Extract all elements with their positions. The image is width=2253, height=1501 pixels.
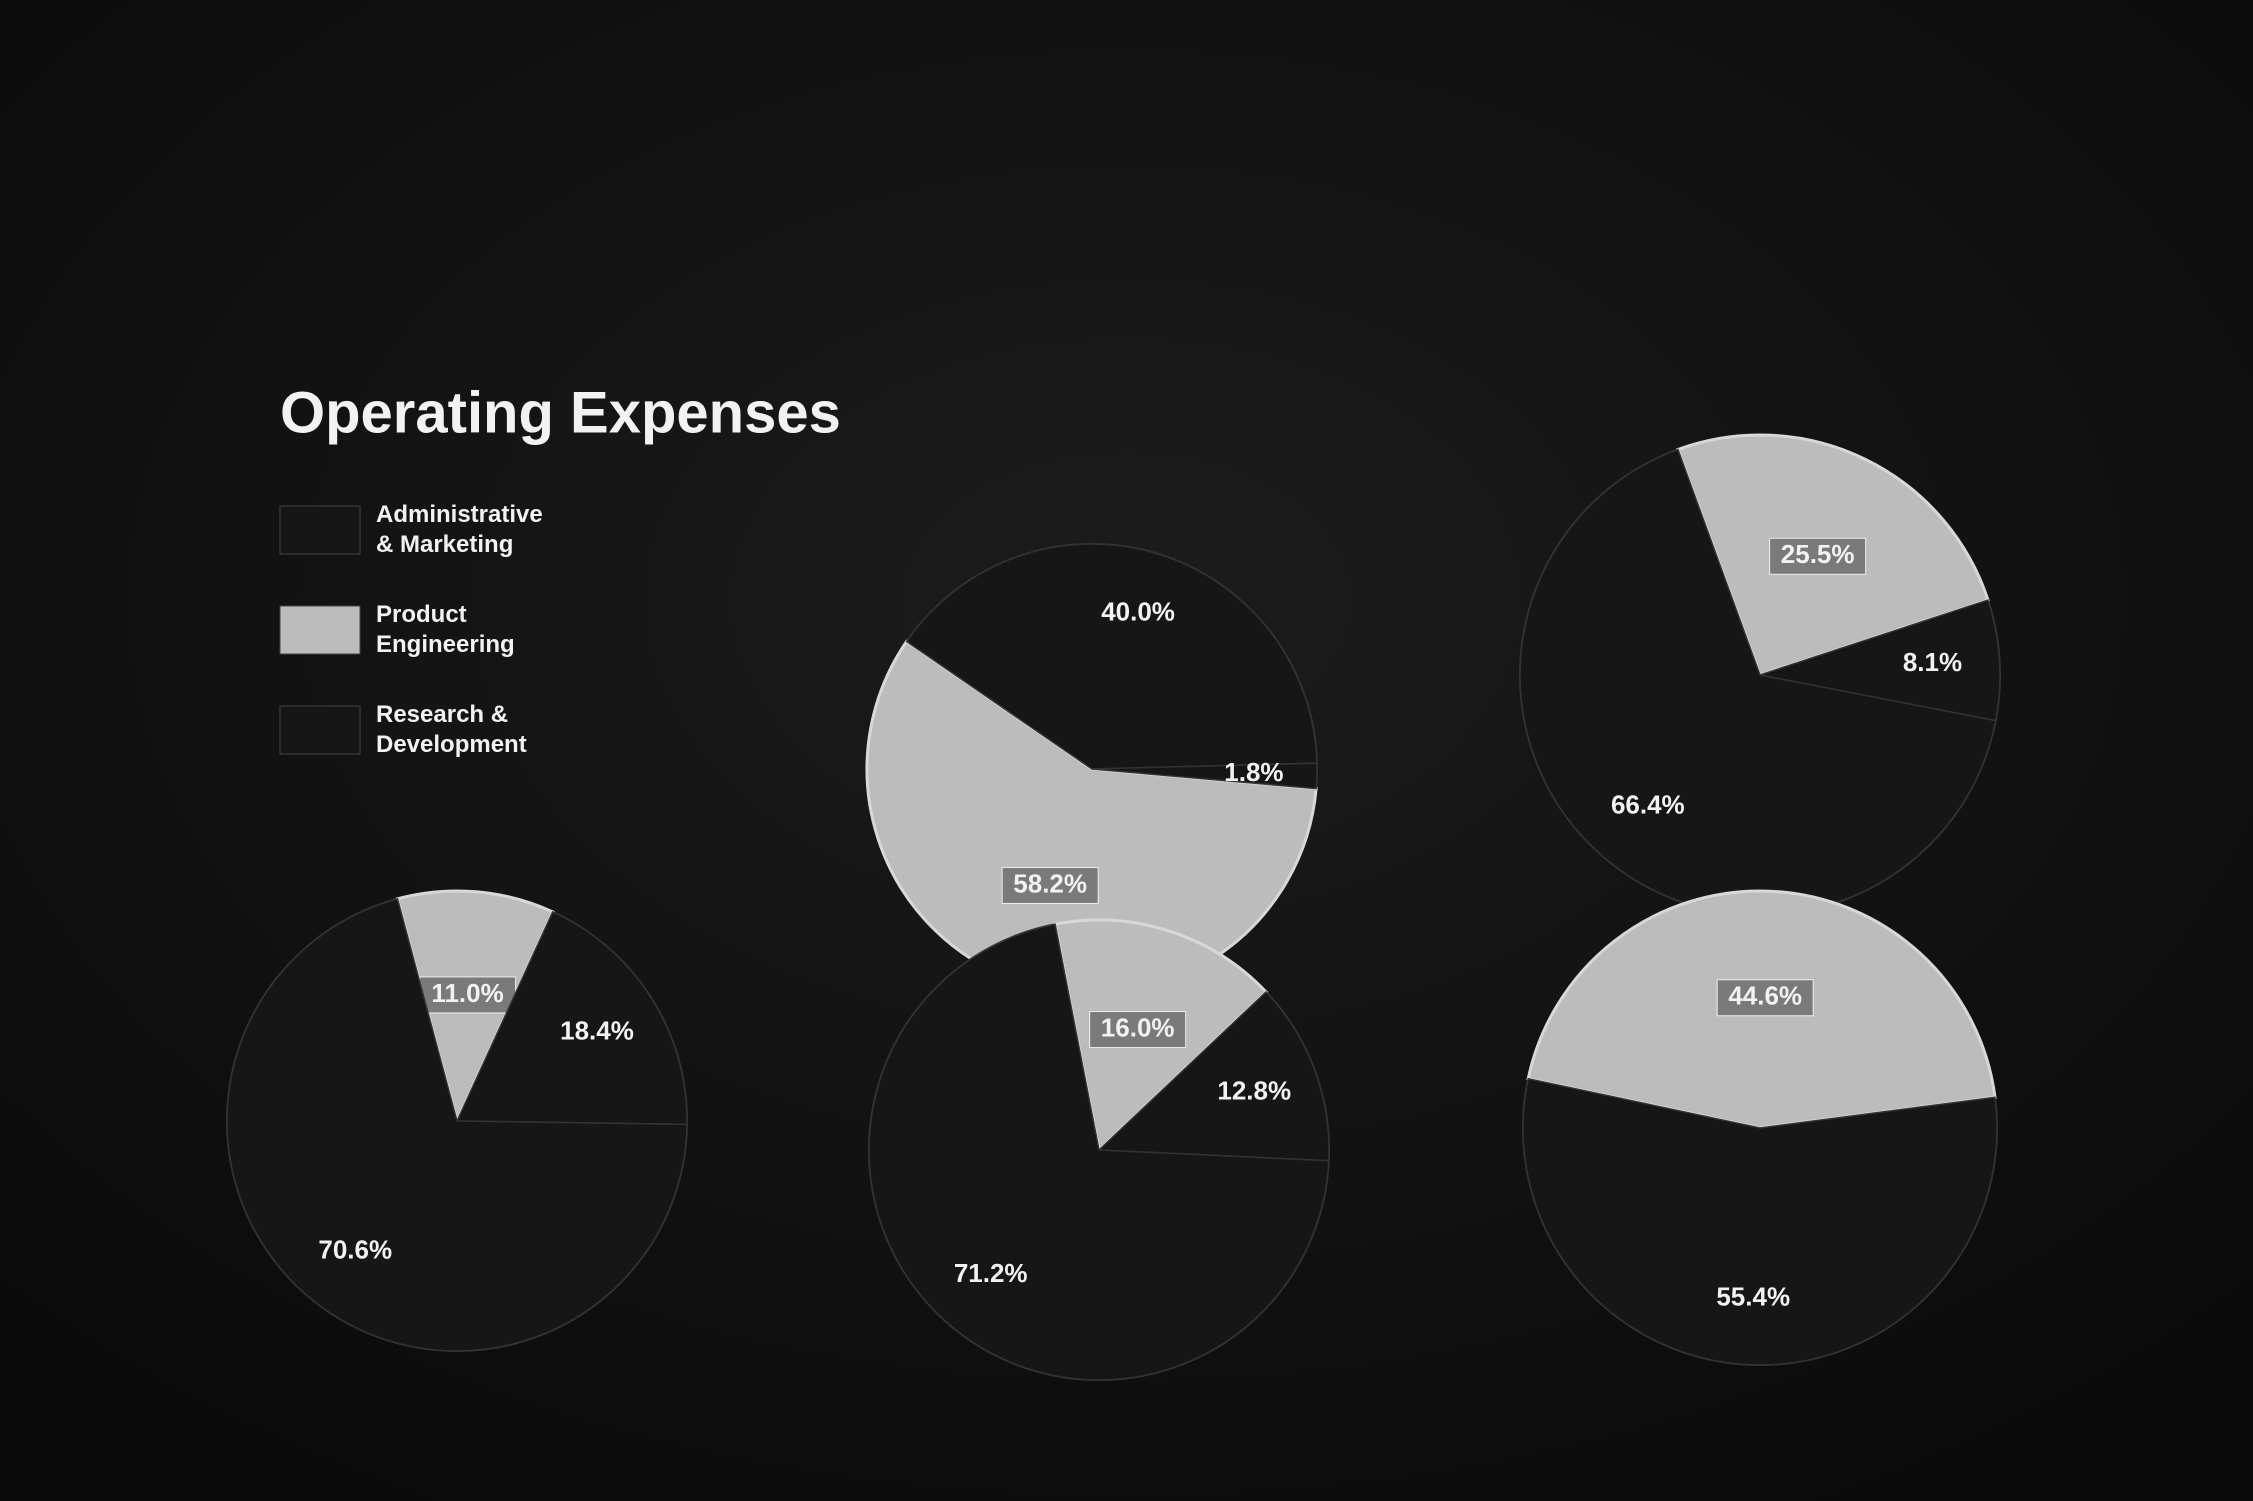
pie: 44.6% 55.4%: [1522, 889, 1998, 1366]
pie-slice: [1097, 990, 1330, 1162]
legend-swatch: [279, 505, 361, 555]
slice-label: 1.8%: [1224, 757, 1283, 787]
slice-label: 40.0%: [1101, 597, 1175, 627]
legend-label: Research & Development: [376, 701, 527, 758]
pie-slice: [226, 897, 688, 1352]
slice-label: 11.0%: [431, 978, 503, 1008]
slice-label: 16.0%: [1101, 1012, 1175, 1042]
slice-label: 44.6%: [1728, 981, 1802, 1011]
pie-slice: [905, 543, 1318, 770]
slice-label: 66.4%: [1611, 789, 1685, 819]
slice-label: 18.4%: [560, 1015, 634, 1045]
pie-slice: [455, 910, 688, 1126]
pie-slice: [868, 923, 1330, 1381]
slice-label: 8.1%: [1903, 647, 1962, 677]
legend-label: Administrative & Marketing: [376, 501, 543, 558]
slice-label-box: [1089, 1011, 1187, 1049]
slice-label: 25.5%: [1781, 539, 1855, 569]
legend-swatch: [279, 605, 361, 655]
legend-swatch: [279, 705, 361, 755]
pie-slice: [1519, 448, 1997, 916]
pie-slice: [1757, 599, 2001, 722]
slice-label: 55.4%: [1716, 1281, 1790, 1311]
slice-label-box: [1716, 979, 1814, 1017]
pie-slice: [1091, 762, 1318, 790]
pies: 11.0% 18.4% 70.6% 58.2% 40.0% 1.8% 16.0% 12.8% 7…: [226, 433, 2001, 1381]
slice-label: 58.2%: [1013, 868, 1087, 898]
pie-slice: [1522, 1077, 1998, 1366]
slice-label-box: [1001, 866, 1099, 904]
legend-label: Product Engineering: [376, 601, 515, 658]
slice-label: 71.2%: [954, 1258, 1028, 1288]
pie: 11.0% 18.4% 70.6%: [226, 889, 688, 1352]
chart-title: Operating Expenses: [280, 380, 841, 445]
legend: Administrative & Marketing Product Engineer…: [279, 501, 543, 758]
slice-label-box: [1769, 537, 1867, 575]
pie: 58.2% 40.0% 1.8%: [865, 543, 1318, 996]
slice-label: 12.8%: [1217, 1075, 1291, 1105]
pie: 25.5% 8.1% 66.4%: [1519, 433, 2001, 916]
slice-label: 70.6%: [318, 1235, 392, 1265]
pie: 16.0% 12.8% 71.2%: [868, 918, 1330, 1381]
